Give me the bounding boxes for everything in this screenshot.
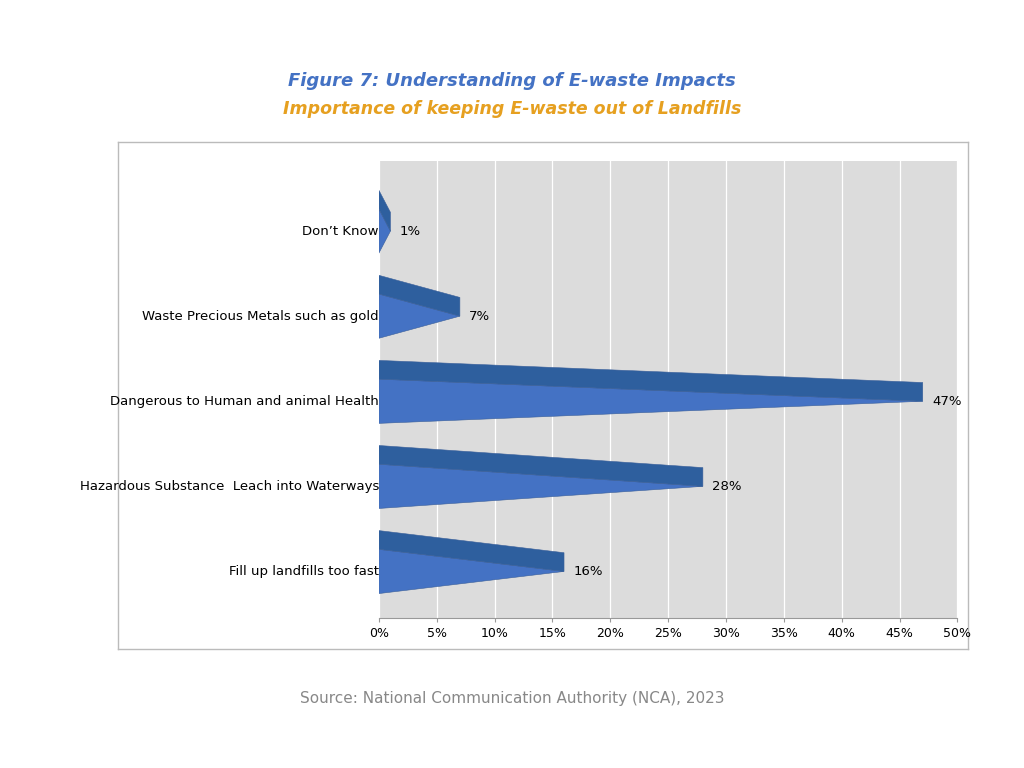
Text: 7%: 7% xyxy=(469,310,490,323)
Polygon shape xyxy=(379,445,702,486)
Polygon shape xyxy=(379,464,702,508)
Text: 47%: 47% xyxy=(932,395,962,408)
Text: Figure 7: Understanding of E-waste Impacts: Figure 7: Understanding of E-waste Impac… xyxy=(288,71,736,90)
Text: 16%: 16% xyxy=(573,565,603,578)
Text: Waste Precious Metals such as gold: Waste Precious Metals such as gold xyxy=(142,310,379,323)
Polygon shape xyxy=(379,360,923,401)
Text: 28%: 28% xyxy=(712,480,741,493)
Polygon shape xyxy=(379,549,564,594)
Text: Source: National Communication Authority (NCA), 2023: Source: National Communication Authority… xyxy=(300,691,724,707)
Text: Importance of keeping E-waste out of Landfills: Importance of keeping E-waste out of Lan… xyxy=(283,100,741,118)
Polygon shape xyxy=(379,531,564,571)
Polygon shape xyxy=(379,190,390,231)
Polygon shape xyxy=(379,294,460,338)
Polygon shape xyxy=(379,275,460,316)
Polygon shape xyxy=(379,209,390,253)
Text: Hazardous Substance  Leach into Waterways: Hazardous Substance Leach into Waterways xyxy=(80,480,379,493)
Text: Fill up landfills too fast: Fill up landfills too fast xyxy=(229,565,379,578)
Text: 1%: 1% xyxy=(399,224,421,237)
Polygon shape xyxy=(379,379,923,423)
Text: Don’t Know: Don’t Know xyxy=(302,224,379,237)
Text: Dangerous to Human and animal Health: Dangerous to Human and animal Health xyxy=(111,395,379,408)
